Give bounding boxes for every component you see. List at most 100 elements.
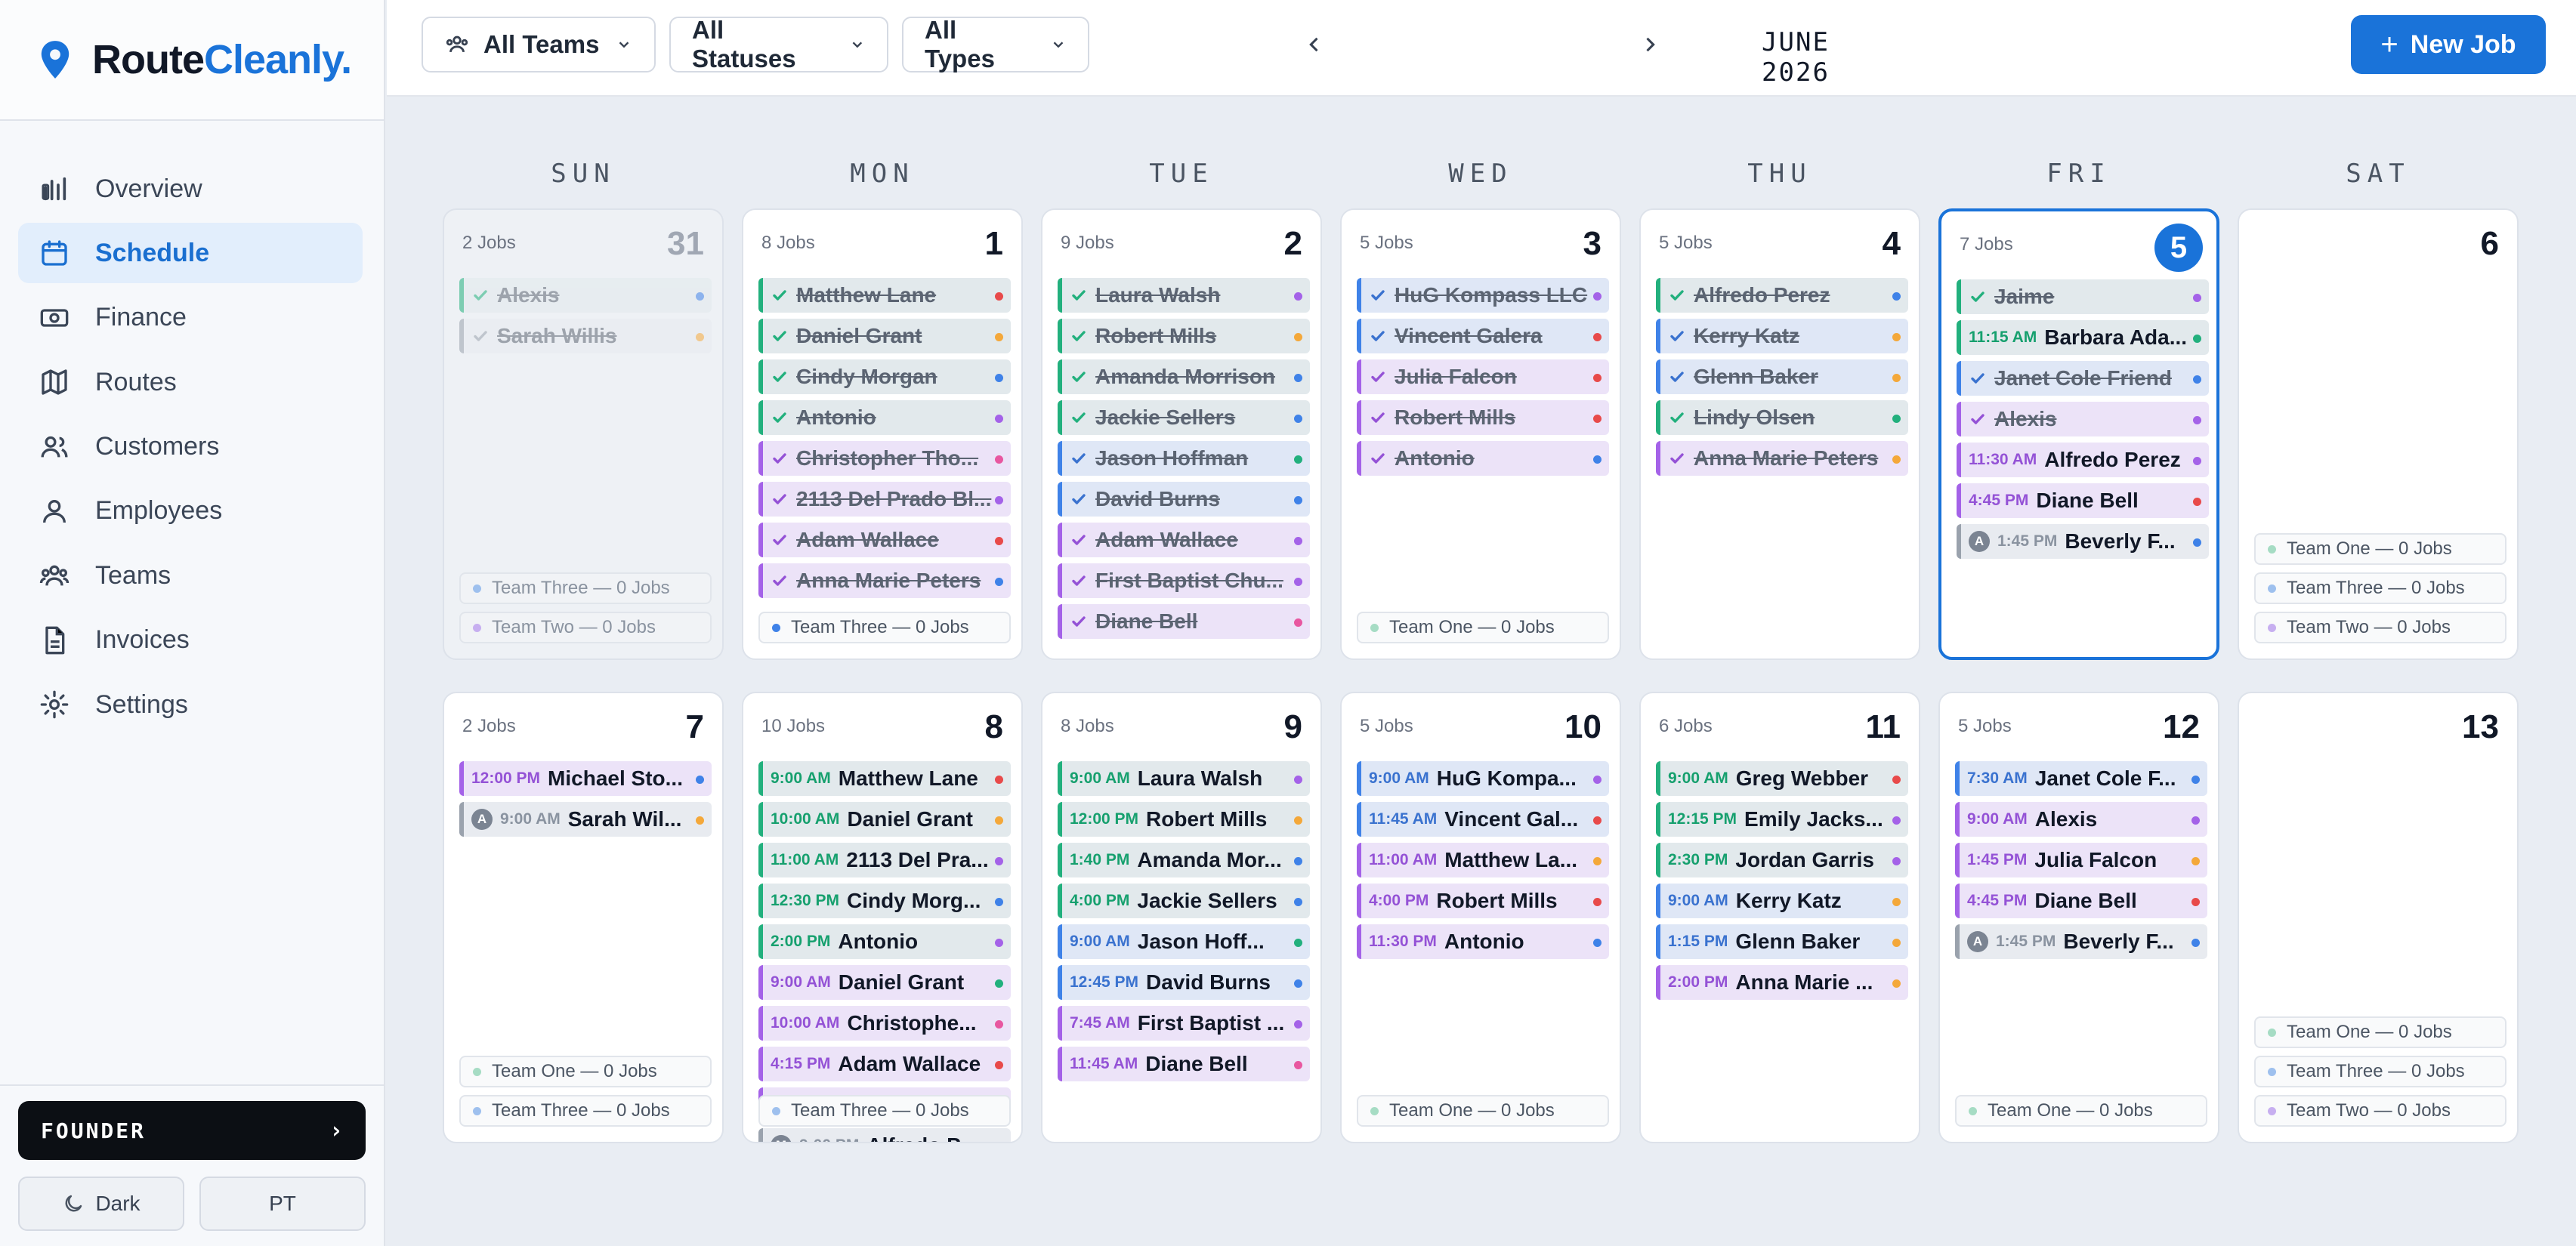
job-card[interactable]: Cindy Morgan	[758, 359, 1011, 394]
job-card[interactable]: Adam Wallace	[758, 523, 1011, 557]
day-cell[interactable]: 5 Jobs 10 9:00 AM HuG Kompa... 11:45 AM Vince…	[1340, 692, 1621, 1143]
sidebar-item-finance[interactable]: Finance	[18, 288, 363, 348]
job-card[interactable]: Sarah Willis	[459, 319, 712, 353]
job-card[interactable]: Anna Marie Peters	[1656, 441, 1908, 476]
job-card[interactable]: 7:45 AM First Baptist ...	[1058, 1006, 1310, 1041]
founder-plan-button[interactable]: FOUNDER ›	[18, 1101, 366, 1160]
teams-filter-dropdown[interactable]: All Teams	[422, 17, 656, 72]
job-card[interactable]: 7:30 AM Janet Cole F...	[1955, 761, 2207, 796]
job-card[interactable]: Christopher Tho...	[758, 441, 1011, 476]
team-summary[interactable]: Team Two — 0 Jobs	[2254, 1095, 2507, 1127]
job-card[interactable]: 11:00 AM 2113 Del Pra...	[758, 843, 1011, 877]
team-summary[interactable]: Team Three — 0 Jobs	[2254, 572, 2507, 604]
job-card[interactable]: Diane Bell	[1058, 604, 1310, 639]
sidebar-item-routes[interactable]: Routes	[18, 352, 363, 412]
job-card[interactable]: A 9:00 AM Sarah Wil...	[459, 802, 712, 837]
job-card[interactable]: 9:00 AM Alexis	[1955, 802, 2207, 837]
job-card[interactable]: 11:15 AM Barbara Ada...	[1957, 320, 2209, 355]
day-cell[interactable]: 10 Jobs 8 9:00 AM Matthew Lane 10:00 AM Danie…	[742, 692, 1023, 1143]
team-summary[interactable]: Team One — 0 Jobs	[1955, 1095, 2207, 1127]
team-summary[interactable]: Team One — 0 Jobs	[1357, 612, 1609, 643]
job-card[interactable]: A 1:45 PM Beverly F...	[1957, 524, 2209, 559]
job-card[interactable]: Jaime	[1957, 279, 2209, 314]
job-card[interactable]: 2:30 PM Jordan Garris	[1656, 843, 1908, 877]
job-card[interactable]: 2:00 PM Anna Marie ...	[1656, 965, 1908, 1000]
job-card[interactable]: Robert Mills	[1058, 319, 1310, 353]
job-card[interactable]: 4:00 PM Jackie Sellers	[1058, 884, 1310, 918]
team-summary[interactable]: Team One — 0 Jobs	[1357, 1095, 1609, 1127]
job-card[interactable]: Alfredo Perez	[1656, 278, 1908, 313]
job-card[interactable]: 9:00 AM Daniel Grant	[758, 965, 1011, 1000]
job-card[interactable]: 11:30 PM Antonio	[1357, 924, 1609, 959]
next-month-button[interactable]	[1635, 26, 1665, 63]
day-cell[interactable]: 8 Jobs 9 9:00 AM Laura Walsh 12:00 PM Robert …	[1041, 692, 1322, 1143]
team-summary[interactable]: Team Three — 0 Jobs	[758, 612, 1011, 643]
previous-month-button[interactable]	[1299, 26, 1330, 63]
job-card[interactable]: 4:15 PM Adam Wallace	[758, 1047, 1011, 1081]
job-card[interactable]: Antonio	[758, 400, 1011, 435]
day-cell[interactable]: 5 Jobs 12 7:30 AM Janet Cole F... 9:00 AM Ale…	[1938, 692, 2219, 1143]
job-card[interactable]: 2:00 PM Antonio	[758, 924, 1011, 959]
job-card[interactable]: David Burns	[1058, 482, 1310, 517]
job-card[interactable]: Julia Falcon	[1357, 359, 1609, 394]
job-card[interactable]: Amanda Morrison	[1058, 359, 1310, 394]
job-card[interactable]: 9:00 AM Matthew Lane	[758, 761, 1011, 796]
team-summary[interactable]: Team One — 0 Jobs	[459, 1056, 712, 1087]
job-card[interactable]: 11:45 AM Vincent Gal...	[1357, 802, 1609, 837]
day-cell[interactable]: 7 Jobs 5 Jaime 11:15 AM Barbara Ada... Janet …	[1938, 208, 2219, 660]
team-summary[interactable]: Team One — 0 Jobs	[2254, 533, 2507, 565]
job-card[interactable]: 9:00 AM Jason Hoff...	[1058, 924, 1310, 959]
job-card[interactable]: 10:00 AM Christophe...	[758, 1006, 1011, 1041]
sidebar-item-customers[interactable]: Customers	[18, 417, 363, 477]
sidebar-item-overview[interactable]: Overview	[18, 159, 363, 219]
job-card[interactable]: 4:45 PM Diane Bell	[1955, 884, 2207, 918]
team-summary[interactable]: Team Two — 0 Jobs	[459, 612, 712, 643]
team-summary[interactable]: Team Three — 0 Jobs	[459, 1095, 712, 1127]
job-card[interactable]: 9:00 AM Kerry Katz	[1656, 884, 1908, 918]
job-card[interactable]: Jackie Sellers	[1058, 400, 1310, 435]
day-cell[interactable]: 6 Team One — 0 Jobs Team Three — 0 Jobs Tea…	[2238, 208, 2519, 660]
job-card[interactable]: 9:00 AM Greg Webber	[1656, 761, 1908, 796]
job-card[interactable]: 4:00 PM Robert Mills	[1357, 884, 1609, 918]
job-card[interactable]: 12:15 PM Emily Jacks...	[1656, 802, 1908, 837]
new-job-button[interactable]: + New Job	[2351, 15, 2546, 74]
job-card[interactable]: Anna Marie Peters	[758, 563, 1011, 598]
dark-mode-toggle[interactable]: Dark	[18, 1177, 184, 1231]
job-card[interactable]: 4:45 PM Diane Bell	[1957, 483, 2209, 518]
job-card[interactable]: 11:30 AM Alfredo Perez	[1957, 443, 2209, 477]
team-summary[interactable]: Team Three — 0 Jobs	[2254, 1056, 2507, 1087]
job-card[interactable]: 12:45 PM David Burns	[1058, 965, 1310, 1000]
sidebar-item-employees[interactable]: Employees	[18, 481, 363, 541]
job-card[interactable]: 2113 Del Prado Bl...	[758, 482, 1011, 517]
job-card[interactable]: Alexis	[1957, 402, 2209, 436]
job-card[interactable]: 9:00 AM HuG Kompa...	[1357, 761, 1609, 796]
day-cell[interactable]: 9 Jobs 2 Laura Walsh Robert Mills Amanda Mor…	[1041, 208, 1322, 660]
job-card[interactable]: Vincent Galera	[1357, 319, 1609, 353]
brand-logo[interactable]: RouteCleanly.	[0, 0, 384, 121]
job-card[interactable]: 9:00 AM Laura Walsh	[1058, 761, 1310, 796]
team-summary[interactable]: Team Three — 0 Jobs	[459, 572, 712, 604]
job-card[interactable]: 11:00 AM Matthew La...	[1357, 843, 1609, 877]
sidebar-item-invoices[interactable]: Invoices	[18, 610, 363, 671]
job-card[interactable]: 12:00 PM Robert Mills	[1058, 802, 1310, 837]
job-card[interactable]: 11:45 AM Diane Bell	[1058, 1047, 1310, 1081]
job-card[interactable]: Matthew Lane	[758, 278, 1011, 313]
day-cell[interactable]: 6 Jobs 11 9:00 AM Greg Webber 12:15 PM Emily …	[1639, 692, 1920, 1143]
day-cell[interactable]: 2 Jobs 7 12:00 PM Michael Sto... A 9:00 AM Sar…	[443, 692, 724, 1143]
job-card[interactable]: Robert Mills	[1357, 400, 1609, 435]
job-card[interactable]: Laura Walsh	[1058, 278, 1310, 313]
job-card[interactable]: Adam Wallace	[1058, 523, 1310, 557]
job-card[interactable]: HuG Kompass LLC	[1357, 278, 1609, 313]
job-card[interactable]: Glenn Baker	[1656, 359, 1908, 394]
day-cell[interactable]: 2 Jobs 31 Alexis Sarah Willis Team Three — 0…	[443, 208, 724, 660]
job-card[interactable]: 12:30 PM Cindy Morg...	[758, 884, 1011, 918]
job-card[interactable]: A 1:45 PM Beverly F...	[1955, 924, 2207, 959]
language-toggle[interactable]: PT	[199, 1177, 366, 1231]
job-card[interactable]: M 9:00 PM Alfredo P...	[758, 1128, 1011, 1142]
job-card[interactable]: 1:15 PM Glenn Baker	[1656, 924, 1908, 959]
types-filter-dropdown[interactable]: All Types	[902, 16, 1089, 72]
day-cell[interactable]: 5 Jobs 3 HuG Kompass LLC Vincent Galera Juli…	[1340, 208, 1621, 660]
team-summary[interactable]: Team One — 0 Jobs	[2254, 1016, 2507, 1048]
job-card[interactable]: Alexis	[459, 278, 712, 313]
job-card[interactable]: First Baptist Chu...	[1058, 563, 1310, 598]
